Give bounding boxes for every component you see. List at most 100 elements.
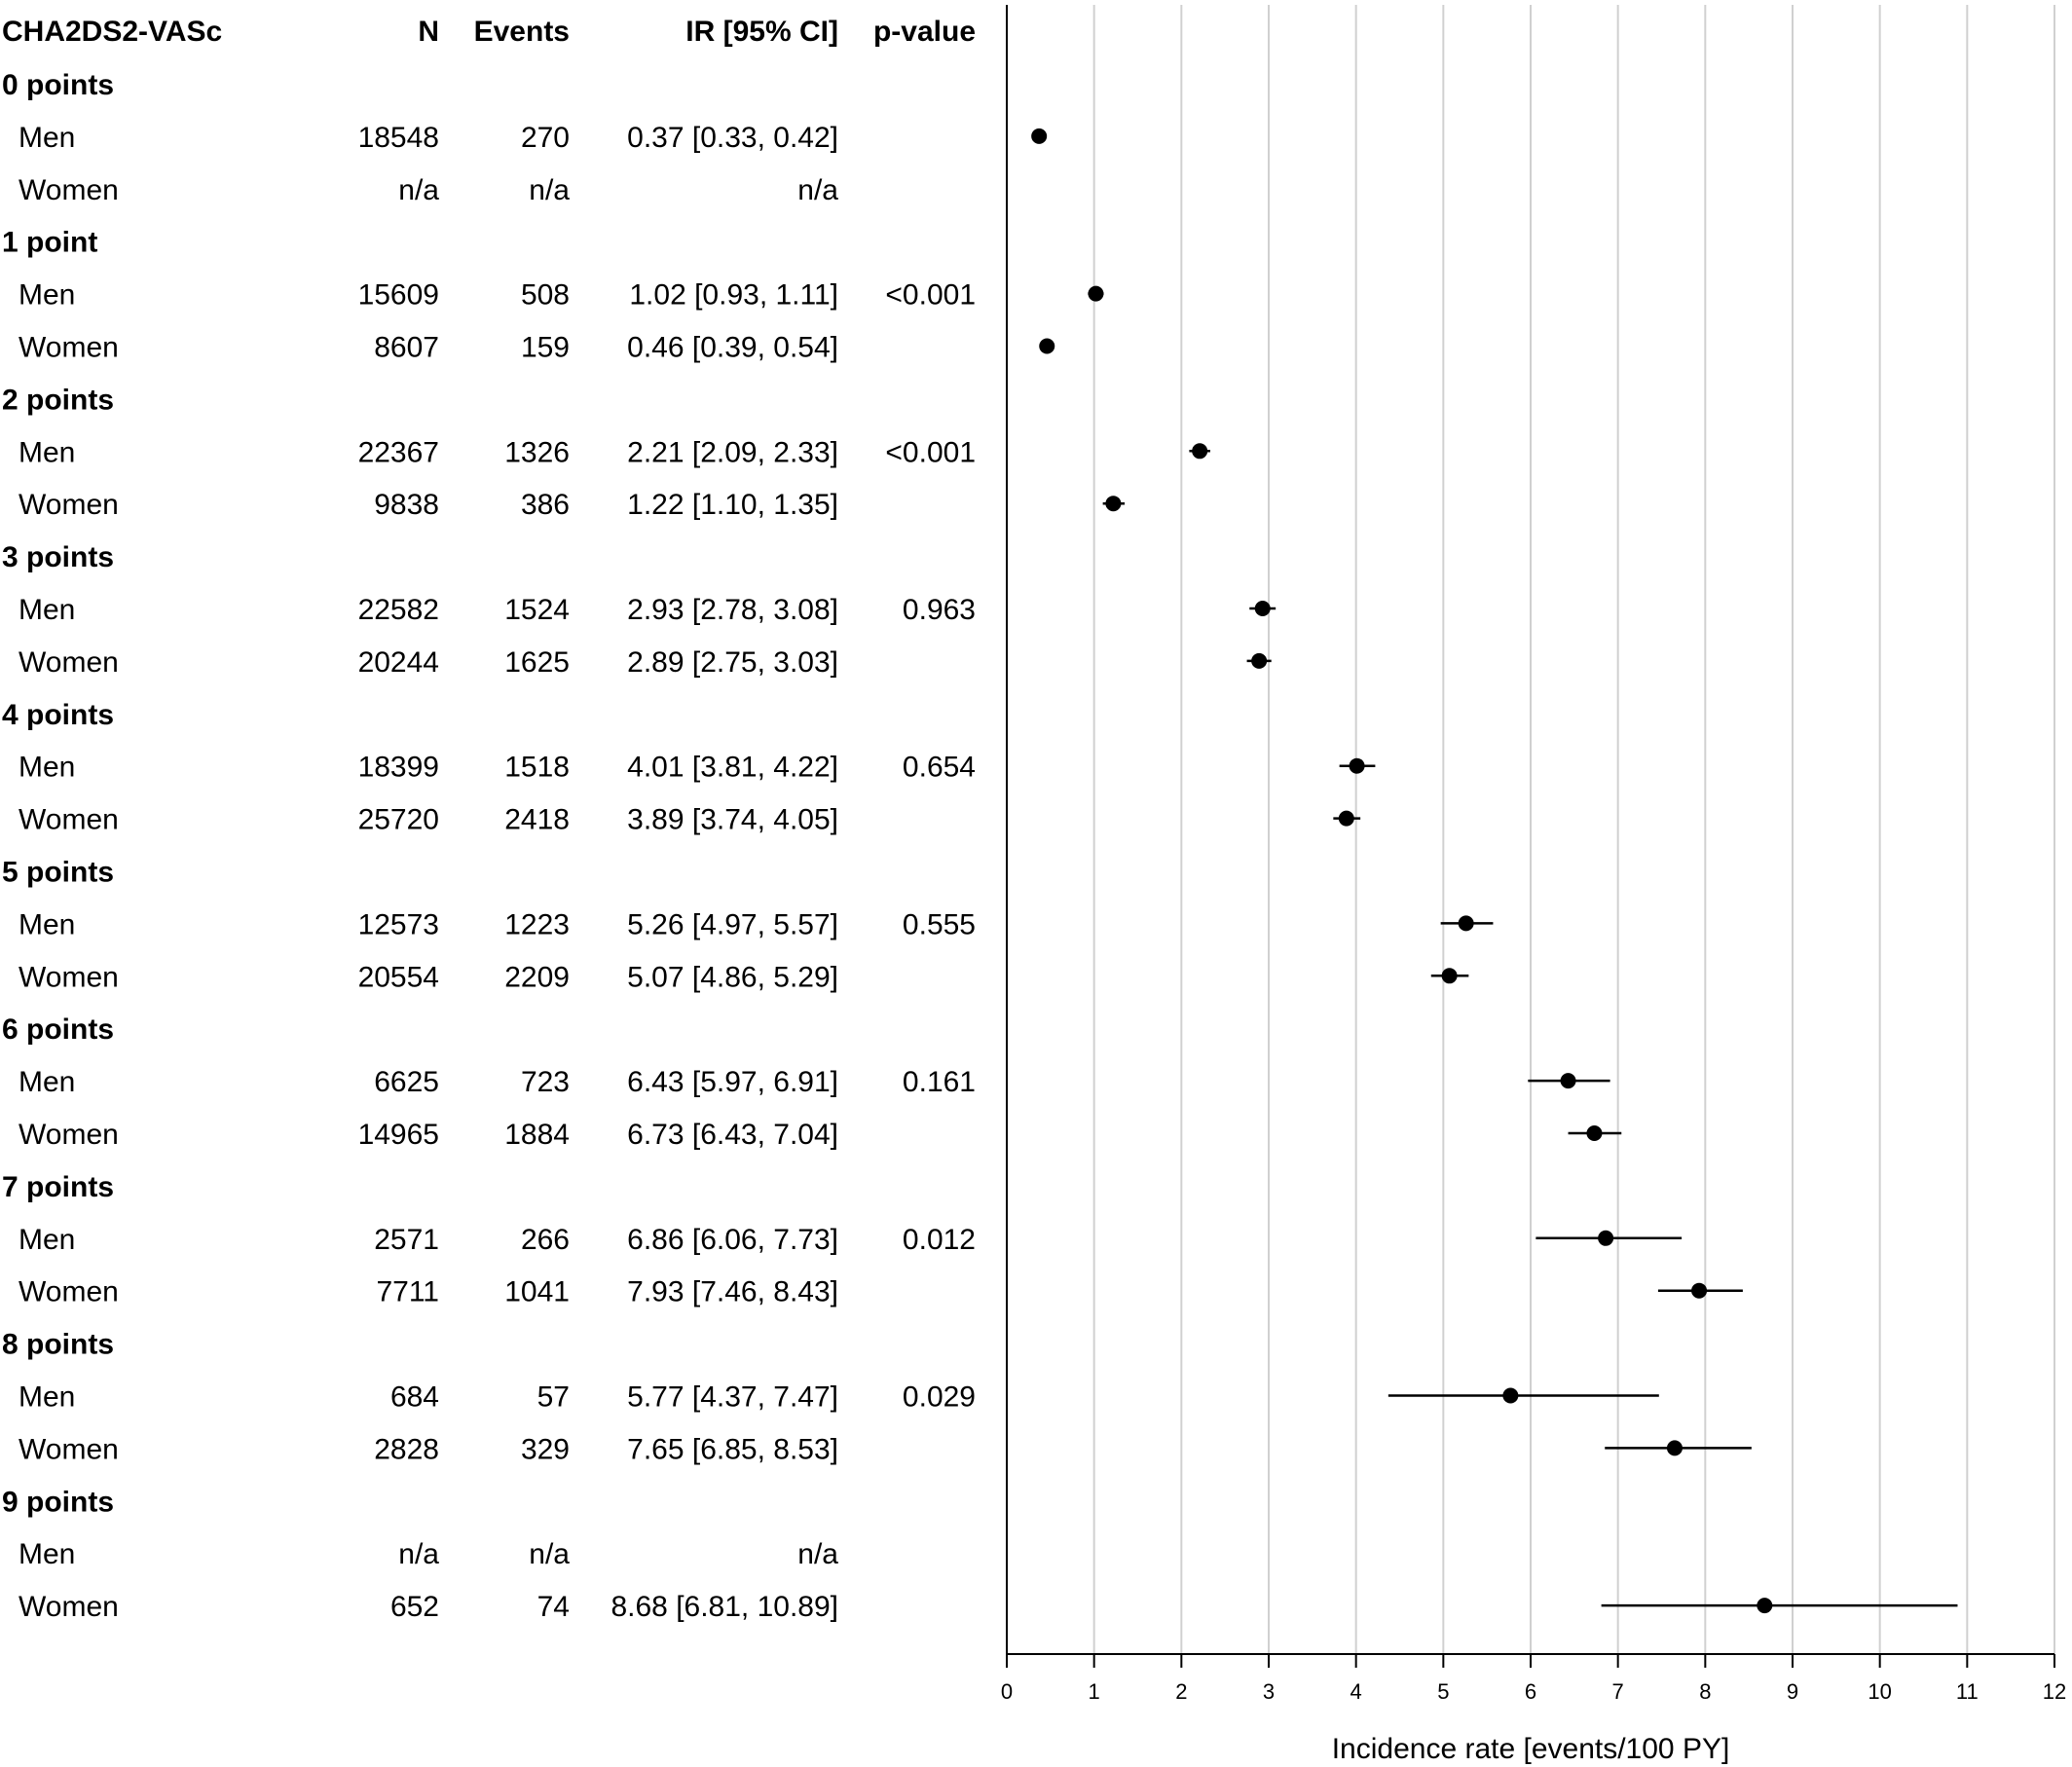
x-tick-label-4: 4 <box>1350 1679 1362 1704</box>
cell-events: 57 <box>537 1381 570 1414</box>
cell-n: 25720 <box>358 804 439 836</box>
row-label: Men <box>18 1381 75 1414</box>
group-label: 7 points <box>2 1171 114 1203</box>
cell-n: 7711 <box>376 1276 439 1308</box>
header-p-value: p-value <box>873 16 976 48</box>
cell-events: 2418 <box>504 804 570 836</box>
x-tick-label-11: 11 <box>1956 1679 1979 1704</box>
cell-n: 12573 <box>358 908 439 940</box>
cell-events: 270 <box>521 122 570 154</box>
row-label: Women <box>18 1591 119 1623</box>
cell-p-value: 0.012 <box>903 1224 976 1256</box>
x-tick-label-5: 5 <box>1437 1679 1449 1704</box>
x-tick-label-3: 3 <box>1263 1679 1275 1704</box>
point-estimate <box>1088 285 1104 302</box>
cell-ir-ci: 4.01 [3.81, 4.22] <box>627 752 838 784</box>
cell-ir-ci: 0.46 [0.39, 0.54] <box>627 332 838 364</box>
cell-ir-ci: 6.43 [5.97, 6.91] <box>627 1066 838 1098</box>
cell-n: 15609 <box>358 279 439 312</box>
x-tick-label-12: 12 <box>2043 1679 2066 1704</box>
x-tick-label-10: 10 <box>1868 1679 1891 1704</box>
row-label: Men <box>18 122 75 154</box>
cell-p-value: 0.654 <box>903 752 976 784</box>
cell-p-value: 0.161 <box>903 1066 976 1098</box>
cell-events: 1524 <box>504 594 570 626</box>
grid-layer <box>1006 5 2055 1654</box>
group-label: 1 point <box>2 227 97 259</box>
cell-n: n/a <box>398 1538 439 1570</box>
cell-n: 8607 <box>374 332 439 364</box>
point-estimate <box>1338 810 1354 827</box>
point-estimate <box>1502 1387 1519 1404</box>
cell-n: 22367 <box>358 436 439 468</box>
point-estimate <box>1586 1125 1603 1141</box>
cell-events: 1884 <box>504 1119 570 1151</box>
cell-n: 2571 <box>374 1224 439 1256</box>
cell-events: 1326 <box>504 436 570 468</box>
x-tick-label-1: 1 <box>1089 1679 1100 1704</box>
row-label: Men <box>18 594 75 626</box>
point-estimate <box>1251 652 1268 669</box>
point-estimate <box>1598 1230 1614 1246</box>
cell-events: 1041 <box>504 1276 570 1308</box>
cell-events: 508 <box>521 279 570 312</box>
cell-events: 266 <box>521 1224 570 1256</box>
x-tick-label-0: 0 <box>1001 1679 1013 1704</box>
group-label: 2 points <box>2 384 114 416</box>
group-label: 3 points <box>2 541 114 573</box>
cell-p-value: 0.029 <box>903 1381 976 1414</box>
group-label: 0 points <box>2 69 114 101</box>
row-label: Women <box>18 961 119 993</box>
group-label: 6 points <box>2 1013 114 1046</box>
header-n: N <box>418 16 439 48</box>
point-estimate <box>1560 1073 1576 1089</box>
forest-marks <box>1031 128 1958 1614</box>
point-estimate <box>1458 915 1474 932</box>
row-label: Men <box>18 279 75 312</box>
header-cha2ds2-vasc: CHA2DS2-VASc <box>2 16 222 48</box>
cell-n: 18548 <box>358 122 439 154</box>
cell-p-value: 0.963 <box>903 594 976 626</box>
cell-n: 20554 <box>358 961 439 993</box>
cell-p-value: <0.001 <box>885 436 976 468</box>
x-tick-label-6: 6 <box>1525 1679 1536 1704</box>
point-estimate <box>1031 128 1048 144</box>
cell-events: 2209 <box>504 961 570 993</box>
point-estimate <box>1691 1282 1708 1299</box>
row-label: Women <box>18 489 119 521</box>
cell-ir-ci: 6.73 [6.43, 7.04] <box>627 1119 838 1151</box>
cell-events: 159 <box>521 332 570 364</box>
x-tick-label-8: 8 <box>1699 1679 1711 1704</box>
row-label: Women <box>18 174 119 206</box>
cell-ir-ci: 7.65 [6.85, 8.53] <box>627 1433 838 1465</box>
cell-p-value: <0.001 <box>885 279 976 312</box>
x-tick-label-2: 2 <box>1175 1679 1187 1704</box>
cell-n: 18399 <box>358 752 439 784</box>
cell-ir-ci: 6.86 [6.06, 7.73] <box>627 1224 838 1256</box>
point-estimate <box>1254 601 1271 616</box>
cell-ir-ci: 3.89 [3.74, 4.05] <box>627 804 838 836</box>
row-label: Men <box>18 1066 75 1098</box>
cell-ir-ci: n/a <box>797 174 838 206</box>
cell-events: 1518 <box>504 752 570 784</box>
point-estimate <box>1192 443 1208 460</box>
row-label: Men <box>18 1224 75 1256</box>
row-label: Men <box>18 752 75 784</box>
cell-events: 329 <box>521 1433 570 1465</box>
row-label: Men <box>18 1538 75 1570</box>
table-header: CHA2DS2-VASc N Events IR [95% CI] p-valu… <box>2 16 976 48</box>
table-body: 0 points Men 18548 270 0.37 [0.33, 0.42] Wome… <box>2 69 976 1623</box>
cell-n: 6625 <box>374 1066 439 1098</box>
cell-ir-ci: 2.89 [2.75, 3.03] <box>627 646 838 679</box>
cell-events: n/a <box>529 1538 570 1570</box>
cell-events: 386 <box>521 489 570 521</box>
cell-ir-ci: n/a <box>797 1538 838 1570</box>
cell-events: 1223 <box>504 908 570 940</box>
header-ir-ci: IR [95% CI] <box>685 16 838 48</box>
row-label: Women <box>18 646 119 679</box>
cell-p-value: 0.555 <box>903 908 976 940</box>
cell-n: 14965 <box>358 1119 439 1151</box>
cell-ir-ci: 1.22 [1.10, 1.35] <box>627 489 838 521</box>
row-label: Women <box>18 804 119 836</box>
